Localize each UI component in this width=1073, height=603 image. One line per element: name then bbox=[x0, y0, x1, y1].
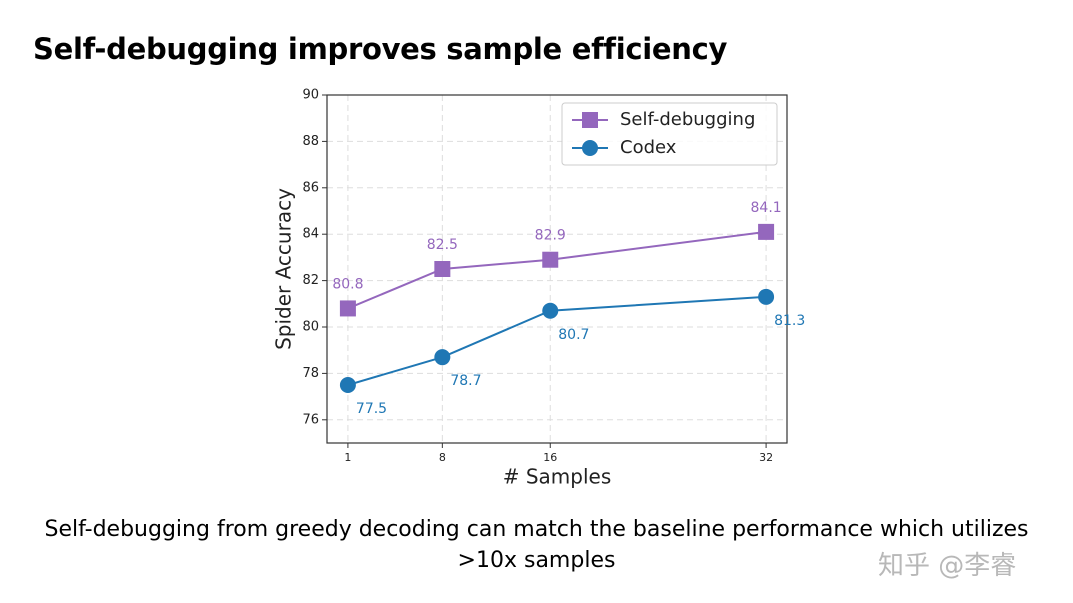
legend-marker bbox=[582, 140, 598, 156]
marker bbox=[434, 349, 451, 366]
data-label: 82.5 bbox=[427, 237, 458, 253]
marker bbox=[434, 261, 451, 277]
y-tick-label: 84 bbox=[302, 227, 319, 242]
data-label: 78.7 bbox=[450, 373, 481, 389]
x-axis-label: # Samples bbox=[503, 465, 612, 489]
slide-title: Self-debugging improves sample efficienc… bbox=[33, 32, 728, 66]
legend-box bbox=[561, 102, 778, 166]
slide-caption: Self-debugging from greedy decoding can … bbox=[44, 517, 1029, 573]
data-label: 80.7 bbox=[558, 327, 589, 343]
legend: Self-debugging Codex bbox=[561, 102, 778, 166]
data-label: 80.8 bbox=[332, 276, 363, 292]
y-tick-label: 88 bbox=[302, 134, 319, 149]
x-tick-label: 16 bbox=[543, 451, 557, 464]
data-label: 84.1 bbox=[751, 200, 782, 216]
watermark: 知乎 @李睿 bbox=[878, 551, 1017, 581]
marker bbox=[542, 251, 559, 268]
marker bbox=[542, 302, 559, 319]
x-tick-label: 32 bbox=[759, 451, 773, 464]
data-label: 77.5 bbox=[356, 401, 387, 417]
marker bbox=[758, 223, 775, 240]
y-tick-label: 78 bbox=[302, 366, 319, 381]
series-line bbox=[347, 295, 767, 386]
x-tick-label: 1 bbox=[344, 451, 351, 464]
y-tick-label: 86 bbox=[302, 180, 319, 195]
y-tick-label: 90 bbox=[302, 88, 319, 103]
y-tick-label: 80 bbox=[302, 320, 319, 335]
legend-marker bbox=[582, 112, 598, 128]
marker bbox=[339, 377, 356, 393]
legend-label: Self-debugging bbox=[620, 109, 755, 130]
data-label: 81.3 bbox=[774, 313, 805, 329]
y-axis-label: Spider Accuracy bbox=[272, 188, 296, 350]
y-tick-label: 82 bbox=[302, 273, 319, 288]
x-tick-label: 8 bbox=[439, 451, 446, 464]
marker bbox=[339, 300, 356, 317]
series-line bbox=[347, 230, 767, 310]
marker bbox=[758, 288, 775, 305]
data-label: 82.9 bbox=[535, 228, 566, 244]
legend-label: Codex bbox=[620, 137, 677, 158]
plot-frame bbox=[326, 94, 788, 444]
y-tick-label: 76 bbox=[302, 412, 319, 427]
